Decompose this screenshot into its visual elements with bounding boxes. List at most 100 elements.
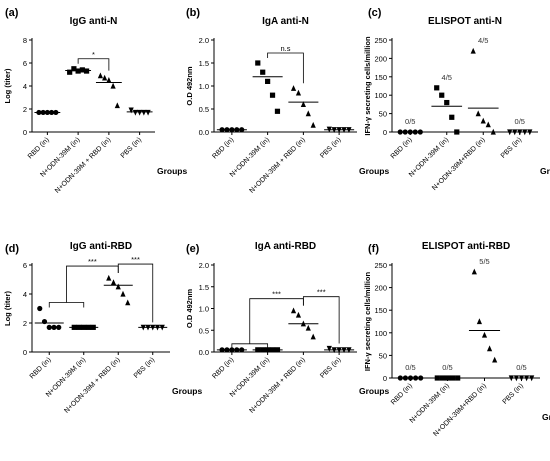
data-point <box>145 109 151 116</box>
data-point <box>265 78 271 84</box>
responder-label: 0/5 <box>442 363 452 372</box>
y-axis-label: Log (titer) <box>3 68 12 103</box>
x-tick-label: RBD (in) <box>211 136 235 160</box>
x-tick-label: RBD (in) <box>27 136 51 160</box>
data-point <box>128 107 134 114</box>
data-point <box>37 305 43 312</box>
data-point <box>106 77 112 83</box>
panel-label: (d) <box>5 243 19 255</box>
data-point <box>290 85 297 91</box>
data-point <box>114 102 120 109</box>
y-axis-label: O.D 492nm <box>185 66 194 106</box>
y-tick-label: 8 <box>23 36 27 45</box>
chart-title: IgG anti-RBD <box>70 241 132 252</box>
data-point <box>125 299 131 306</box>
significance-bracket <box>267 52 304 84</box>
x-axis-label: Groups <box>157 166 187 176</box>
responder-label: 0/5 <box>405 363 415 372</box>
x-tick-label: RBD (in) <box>211 356 235 380</box>
significance-bracket <box>66 265 119 303</box>
chart-title: IgA anti-N <box>262 16 309 27</box>
y-tick-label: 1.5 <box>199 59 209 68</box>
chart-title: IgA anti-RBD <box>255 241 316 252</box>
x-tick-label: PBS (in) <box>120 136 143 159</box>
data-point <box>137 109 143 116</box>
data-point <box>449 114 455 120</box>
y-tick-label: 250 <box>374 261 387 270</box>
chart-panel-6: (f) ELISPOT anti-RBD 0 50 100 150 200 250IFN-γ … <box>363 241 550 438</box>
data-point <box>295 311 302 318</box>
data-point <box>120 290 126 297</box>
data-point <box>476 318 483 325</box>
significance-label: *** <box>88 257 97 266</box>
x-axis-label: Groups <box>540 166 550 176</box>
data-point <box>454 129 460 135</box>
chart-title: IgG anti-N <box>70 16 118 27</box>
data-point <box>486 345 493 352</box>
y-tick-label: 150 <box>374 73 387 82</box>
y-tick-label: 50 <box>379 110 387 119</box>
x-tick-label: PBS (in) <box>319 136 342 159</box>
data-point <box>295 89 302 96</box>
significance-label: n.s <box>280 44 290 53</box>
chart-panel-2: (b) IgA anti-N 0.0 0.5 1.0 1.5 2.0 O.D 492nm RBD… <box>185 7 389 195</box>
x-tick-label: PBS (in) <box>319 356 342 379</box>
data-point <box>439 92 445 98</box>
panel-label: (e) <box>186 243 200 255</box>
data-point <box>434 85 440 91</box>
y-tick-label: 100 <box>374 91 387 100</box>
chart-panel-5: (e) IgA anti-RBD 0.0 0.5 1.0 1.5 2.0 O.D 492nm R… <box>185 241 389 415</box>
data-point <box>326 345 332 352</box>
y-tick-label: 0.0 <box>199 348 209 357</box>
significance-bracket <box>249 298 304 344</box>
y-axis-label: Log (titer) <box>3 291 12 326</box>
y-tick-label: 50 <box>379 351 387 360</box>
data-point <box>106 274 112 281</box>
y-tick-label: 1.0 <box>199 82 209 91</box>
data-point <box>110 279 117 285</box>
y-axis-label: IFN-γ secreting cells/million <box>363 36 372 136</box>
responder-label: 5/5 <box>479 257 489 266</box>
y-tick-label: 2 <box>23 319 27 328</box>
x-tick-label: N+ODN-39M (in) <box>409 382 451 424</box>
y-tick-label: 0 <box>383 374 387 383</box>
significance-bracket <box>77 58 110 71</box>
data-point <box>97 72 104 79</box>
y-tick-label: 200 <box>374 284 387 293</box>
y-tick-label: 0 <box>23 348 27 357</box>
data-point <box>260 69 266 75</box>
data-point <box>310 121 316 128</box>
y-tick-label: 1.0 <box>199 305 209 314</box>
x-tick-label: N+ODN-39M + RBD (in) <box>54 136 112 194</box>
data-point <box>471 268 477 275</box>
y-tick-label: 0.0 <box>199 128 209 137</box>
data-point <box>79 67 85 73</box>
y-tick-label: 150 <box>374 306 387 315</box>
data-point <box>470 47 476 54</box>
x-tick-label: PBS (in) <box>500 136 523 159</box>
responder-label: 0/5 <box>405 117 415 126</box>
x-tick-label: N+ODN-39M (in) <box>408 136 450 178</box>
responder-label: 0/5 <box>515 117 525 126</box>
panel-label: (f) <box>368 243 379 255</box>
x-tick-label: RBD (in) <box>390 382 414 406</box>
y-tick-label: 4 <box>23 290 27 299</box>
significance-label: *** <box>131 255 140 264</box>
responder-label: 4/5 <box>442 73 452 82</box>
y-tick-label: 0 <box>383 128 387 137</box>
panel-label: (a) <box>5 7 19 19</box>
significance-label: *** <box>272 290 281 299</box>
data-point <box>290 307 297 314</box>
data-point <box>141 109 147 116</box>
data-point <box>475 110 481 117</box>
data-point <box>102 74 108 81</box>
x-tick-label: PBS (in) <box>133 356 156 379</box>
data-point <box>305 110 311 117</box>
y-tick-label: 200 <box>374 54 387 63</box>
responder-label: 4/5 <box>478 36 488 45</box>
responder-label: 0/5 <box>516 363 526 372</box>
data-point <box>490 128 496 135</box>
